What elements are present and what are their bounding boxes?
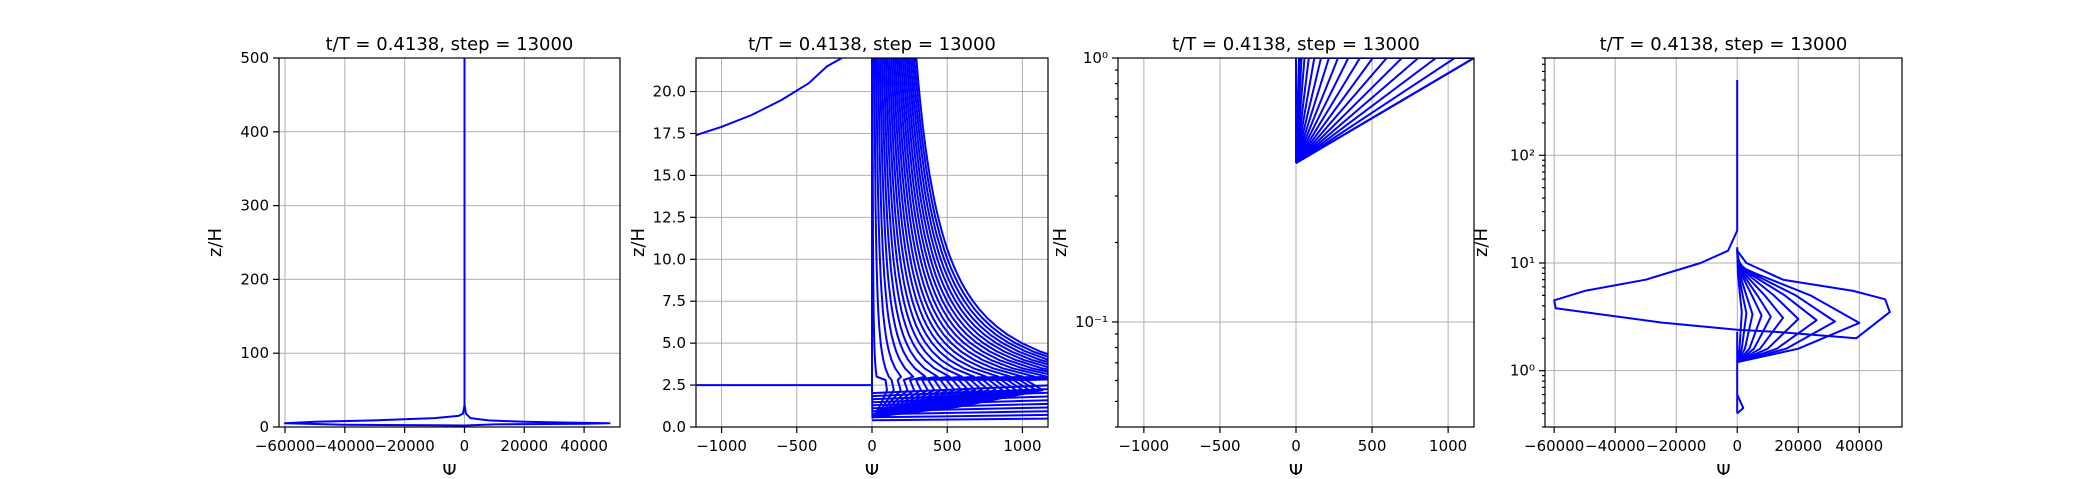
y-tick-label: 10²	[1510, 146, 1535, 164]
y-axis-label: z/H	[1050, 228, 1071, 257]
series-line-20	[1296, 58, 1494, 163]
series-group	[1554, 80, 1890, 414]
series-line-18	[1296, 58, 1494, 163]
x-tick-label: 0	[867, 437, 877, 455]
axes-frame	[279, 58, 620, 427]
series-line-7	[1737, 256, 1783, 362]
series-group	[696, 58, 1157, 420]
y-tick-label: 12.5	[653, 208, 686, 226]
y-tick-label: 0.0	[662, 418, 686, 436]
x-tick-label: −500	[1199, 437, 1240, 455]
y-tick-label: 10⁰	[1083, 49, 1108, 67]
chart-title: t/T = 0.4138, step = 13000	[1600, 34, 1848, 55]
x-tick-label: 20000	[1774, 437, 1822, 455]
y-tick-label: 20.0	[653, 83, 686, 101]
y-tick-label: 100	[240, 344, 269, 362]
x-tick-label: −20000	[1646, 437, 1706, 455]
y-tick-label: 2.5	[662, 376, 686, 394]
x-tick-label: 20000	[500, 437, 548, 455]
y-tick-label: 10.0	[653, 250, 686, 268]
series-line-29	[872, 415, 1048, 417]
y-tick-label: 0	[259, 418, 269, 436]
series-line-1	[465, 58, 610, 426]
chart-panel-2: −1000 −500 0 500 1000 0.0 2.5 5.0 7.5 10.0 12.5 15.…	[628, 34, 1157, 475]
x-tick-label: 0	[1291, 437, 1301, 455]
series-line-2	[285, 405, 465, 426]
x-axis-label: Ψ	[1716, 461, 1730, 475]
y-axis-label: z/H	[205, 228, 226, 257]
x-tick-label: 1000	[1429, 437, 1467, 455]
y-axis-label: z/H	[1471, 228, 1492, 257]
x-tick-label: 0	[460, 437, 470, 455]
series-line-21	[1296, 58, 1494, 163]
series-group	[1296, 58, 1494, 163]
y-tick-label: 300	[240, 197, 269, 215]
x-tick-label: −20000	[374, 437, 434, 455]
series-line-28	[872, 419, 1048, 421]
y-tick-label: 10¹	[1510, 254, 1535, 272]
x-tick-label: −500	[776, 437, 817, 455]
x-tick-label: −1000	[696, 437, 747, 455]
x-tick-label: −60000	[255, 437, 315, 455]
x-tick-label: 1000	[1003, 437, 1041, 455]
chart-panel-3: −1000 −500 0 500 1000 10⁻¹ 10⁰ t/T = 0.4138, st…	[1050, 34, 1494, 475]
x-axis-label: Ψ	[865, 461, 879, 475]
series-line-1	[1554, 80, 1890, 338]
x-tick-label: 40000	[560, 437, 608, 455]
x-tick-label: −60000	[1524, 437, 1584, 455]
series-line-1	[696, 58, 842, 135]
x-tick-label: 500	[933, 437, 962, 455]
y-tick-label: 500	[240, 49, 269, 67]
y-tick-label: 400	[240, 123, 269, 141]
series-line-19	[1296, 58, 1494, 163]
y-axis-label: z/H	[628, 228, 649, 257]
x-tick-label: 0	[1732, 437, 1742, 455]
chart-panel-1: −60000−40000−20000 0 20000 40000 0 100 200 300 4…	[205, 34, 620, 475]
y-tick-label: 10⁰	[1510, 362, 1535, 380]
chart-panel-4: −60000−40000−20000 0 20000 40000 10⁰ 10¹ 10² t/…	[1471, 34, 1902, 475]
y-tick-label: 10⁻¹	[1075, 313, 1108, 331]
x-tick-label: 40000	[1835, 437, 1883, 455]
chart-title: t/T = 0.4138, step = 13000	[1172, 34, 1420, 55]
y-tick-label: 200	[240, 270, 269, 288]
series-group	[285, 58, 610, 426]
y-tick-label: 7.5	[662, 292, 686, 310]
axes-frame	[1545, 58, 1902, 427]
chart-title: t/T = 0.4138, step = 13000	[326, 34, 574, 55]
x-tick-label: −40000	[1585, 437, 1645, 455]
x-tick-label: −1000	[1118, 437, 1169, 455]
chart-title: t/T = 0.4138, step = 13000	[748, 34, 996, 55]
y-tick-label: 15.0	[653, 166, 686, 184]
x-tick-label: −40000	[315, 437, 375, 455]
x-tick-label: 500	[1358, 437, 1387, 455]
y-tick-label: 5.0	[662, 334, 686, 352]
x-axis-label: Ψ	[1289, 461, 1303, 475]
x-axis-label: Ψ	[442, 461, 456, 475]
y-tick-label: 17.5	[653, 124, 686, 142]
